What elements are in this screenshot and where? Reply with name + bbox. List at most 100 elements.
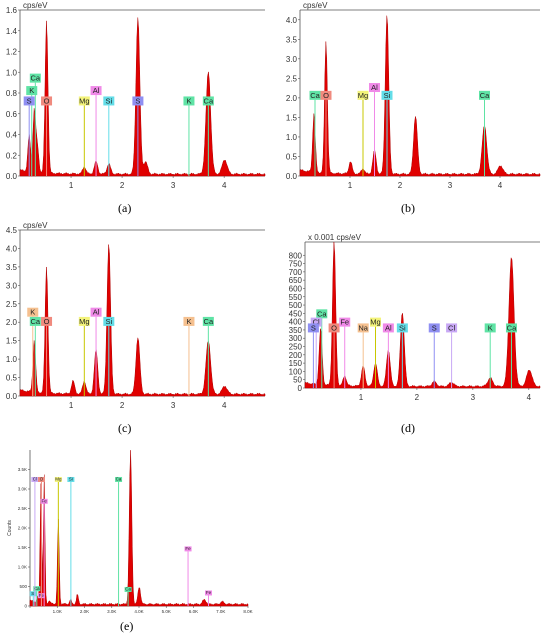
element-label-k: K <box>186 96 191 105</box>
element-label-s: S <box>432 323 437 332</box>
y-tick-label: 0.0 <box>286 172 298 181</box>
element-label-fe: Fe <box>206 590 212 595</box>
element-box-mg <box>78 316 90 326</box>
element-box-o <box>328 323 340 333</box>
x-tick-label: 2 <box>415 393 420 402</box>
element-label-mg: Mg <box>79 96 89 105</box>
element-box-ca <box>115 476 123 482</box>
y-tick-label: 1.2 <box>6 48 18 57</box>
element-label-ca: Ca <box>34 586 40 591</box>
y-tick-label: 1.6 <box>6 6 18 15</box>
element-box-si <box>103 316 115 326</box>
element-box-o <box>37 476 45 482</box>
spectrum-panel-e: Counts 0 500 1.0K 1.5K 2.0K 2.5K 3.0K 3.5K 1.0K 2.… <box>0 435 275 634</box>
y-tick-label: 3.0K <box>18 487 27 492</box>
element-box-k <box>484 323 496 333</box>
y-axis-label: Counts <box>7 520 13 536</box>
y-tick-label: 4.0 <box>286 16 298 25</box>
unit-label: x 0.001 cps/eV <box>308 233 362 242</box>
element-box-o <box>41 316 53 326</box>
y-tick-label: 650 <box>289 276 303 285</box>
y-tick-label: 100 <box>289 367 303 376</box>
y-tick-label: 550 <box>289 293 303 302</box>
caption-d: (d) <box>401 421 415 435</box>
y-tick-label: 2.0 <box>6 318 18 327</box>
unit-label: cps/eV <box>23 221 48 230</box>
element-label-k: K <box>30 308 35 317</box>
y-tick-label: 3.5 <box>286 35 298 44</box>
element-label-ca: Ca <box>31 317 41 326</box>
element-label-si: Si <box>105 96 112 105</box>
x-tick-label: 6.0K <box>189 609 198 614</box>
x-tick-label: 7.0K <box>216 609 225 614</box>
y-tick-label: 3.0 <box>6 281 18 290</box>
y-tick-label: 3.5K <box>18 467 27 472</box>
element-box-cl <box>31 476 39 482</box>
x-tick-label: 4 <box>527 393 532 402</box>
unit-label: cps/eV <box>303 1 328 10</box>
y-tick-label: 1.5K <box>18 545 27 550</box>
element-label-si: Si <box>105 317 112 326</box>
element-box-k <box>27 307 39 317</box>
element-box-mg <box>78 96 90 106</box>
y-tick-label: 500 <box>19 584 27 589</box>
element-label-cl: Cl <box>33 477 37 482</box>
element-box-s <box>23 96 35 106</box>
element-box-ca <box>479 90 490 100</box>
element-label-ca: Ca <box>31 74 41 83</box>
element-box-al <box>369 83 380 93</box>
x-tick-label: 3 <box>471 393 476 402</box>
element-box-ca <box>29 316 41 326</box>
element-label-o: O <box>331 323 337 332</box>
element-label-ca: Ca <box>204 96 214 105</box>
y-tick-label: 2.5 <box>286 74 298 83</box>
y-tick-label: 150 <box>289 359 303 368</box>
element-label-k: K <box>29 86 34 95</box>
spectrum-area <box>29 450 249 607</box>
element-label-si: Si <box>384 91 391 100</box>
y-tick-label: 2.0 <box>286 94 298 103</box>
element-label-na: Na <box>358 323 368 332</box>
y-tick-label: 1.0 <box>6 68 18 77</box>
element-label-s: S <box>27 96 32 105</box>
x-tick-label: 2 <box>398 181 403 190</box>
element-label-k: K <box>186 317 191 326</box>
x-tick-label: 1 <box>359 393 364 402</box>
element-label-s: S <box>135 96 140 105</box>
y-tick-label: 1.5 <box>286 113 298 122</box>
y-tick-label: 750 <box>289 260 303 269</box>
x-tick-label: 3 <box>171 181 176 190</box>
element-box-ca <box>309 90 321 100</box>
y-tick-label: 1.0K <box>18 565 27 570</box>
element-label-o: O <box>44 317 50 326</box>
spectrum-area <box>304 241 541 389</box>
caption-e: (e) <box>120 619 134 633</box>
element-box-al <box>90 307 102 317</box>
element-label-o: O <box>323 91 329 100</box>
x-tick-label: 1 <box>69 181 74 190</box>
spectrum-chart-e: Counts 0 500 1.0K 1.5K 2.0K 2.5K 3.0K 3.5K 1.0K 2.… <box>7 450 253 614</box>
spectrum-chart-c: cps/eV 0.0 0.5 1.0 1.5 2.0 2.5 3.0 3.5 4.0 4.5 1 2 3 4… <box>6 221 266 410</box>
y-tick-label: 0 <box>298 384 303 393</box>
x-tick-label: 3.0K <box>107 609 116 614</box>
element-label-fe: Fe <box>185 546 191 551</box>
y-tick-label: 200 <box>289 351 303 360</box>
element-box-al <box>382 323 394 333</box>
element-box-fe <box>204 590 212 596</box>
y-tick-label: 0.5 <box>286 152 298 161</box>
element-box-si <box>381 90 393 100</box>
x-tick-label: 3 <box>171 401 176 410</box>
caption-c: (c) <box>118 421 132 435</box>
y-tick-label: 3.0 <box>286 55 298 64</box>
element-label-ca: Ca <box>310 91 320 100</box>
element-box-k <box>183 96 195 106</box>
y-tick-label: 1.0 <box>286 133 298 142</box>
element-box-si <box>67 476 75 482</box>
spectrum-area <box>299 15 541 177</box>
element-box-si <box>103 96 115 106</box>
y-tick-label: 350 <box>289 326 303 335</box>
element-box-s <box>307 323 319 333</box>
element-box-o <box>320 90 332 100</box>
element-label-si: Si <box>31 591 35 596</box>
y-tick-label: 0.8 <box>6 89 18 98</box>
